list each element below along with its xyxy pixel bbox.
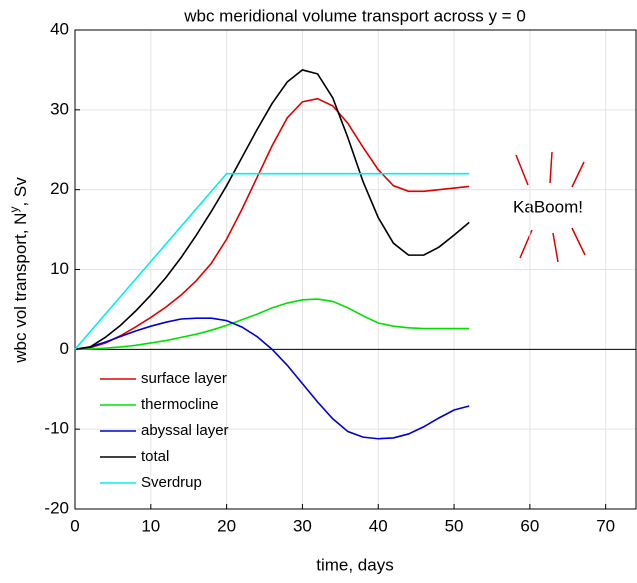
series-line: [74, 298, 470, 351]
series-line: [74, 317, 470, 440]
y-tick-label: 20: [50, 179, 69, 198]
x-tick-label: 10: [141, 516, 160, 535]
legend-label: thermocline: [141, 396, 219, 413]
y-tick-label: 0: [60, 339, 69, 358]
x-tick-label: 40: [369, 516, 388, 535]
legend-label: total: [141, 448, 169, 465]
chart-title: wbc meridional volume transport across y…: [183, 6, 526, 25]
y-tick-label: 10: [50, 259, 69, 278]
y-tick-label: 30: [50, 99, 69, 118]
legend-label: Sverdrup: [141, 474, 202, 491]
y-tick-label: -20: [44, 498, 69, 517]
x-tick-label: 60: [520, 516, 539, 535]
x-tick-label: 20: [217, 516, 236, 535]
x-tick-label: 50: [445, 516, 464, 535]
x-axis-label: time, days: [316, 555, 393, 574]
legend-label: abyssal layer: [141, 422, 229, 439]
plot-frame: [74, 29, 637, 510]
legend-label: surface layer: [141, 370, 227, 387]
y-axis-label-sup: y: [7, 207, 21, 213]
y-tick-label: -10: [44, 419, 69, 438]
y-axis-label: wbc vol transport, Ny, Sv: [7, 177, 30, 364]
x-tick-label: 70: [596, 516, 615, 535]
series-line: [74, 97, 470, 351]
annotation: KaBoom!: [513, 197, 583, 216]
series-line: [74, 172, 470, 350]
x-tick-label: 0: [70, 516, 79, 535]
x-tick-label: 30: [293, 516, 312, 535]
y-axis-label-main: wbc vol transport, N: [11, 213, 30, 364]
legend: surface layer thermocline abyssal layer tot…: [100, 370, 229, 491]
y-axis-label-suffix: , Sv: [11, 177, 30, 207]
series-line: [74, 69, 470, 351]
y-tick-label: 40: [50, 19, 69, 38]
